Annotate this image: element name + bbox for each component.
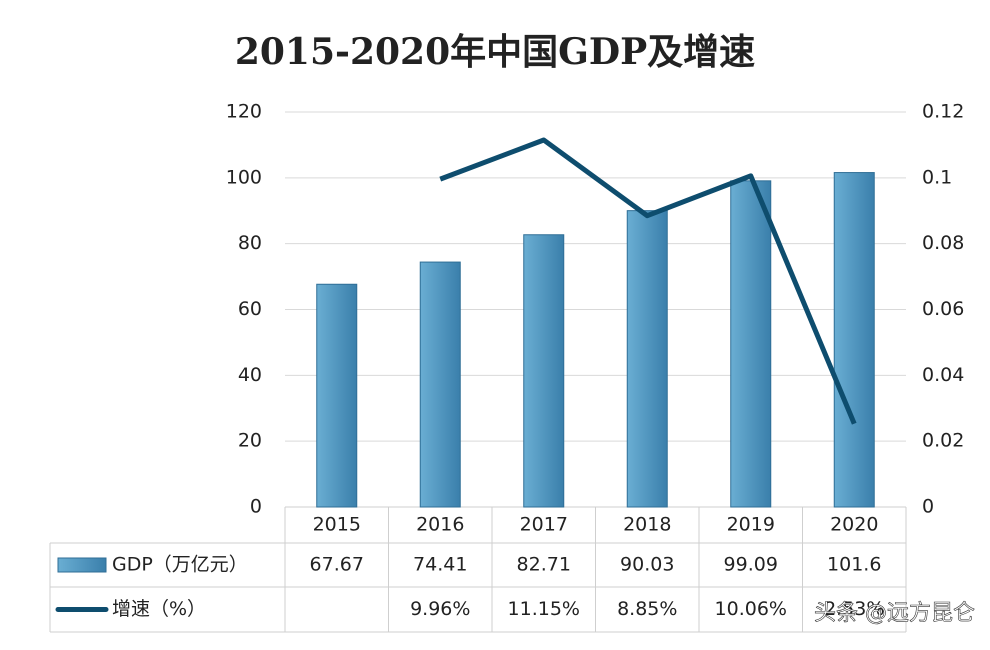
table-value: 10.06% [715, 598, 787, 620]
table-value: 90.03 [620, 554, 674, 576]
legend-label: GDP（万亿元） [112, 554, 248, 576]
y2-tick-label: 0.02 [922, 430, 964, 452]
x-tick-label: 2019 [727, 514, 775, 536]
table-value: 11.15% [508, 598, 580, 620]
x-tick-label: 2020 [830, 514, 878, 536]
table-value: 8.85% [617, 598, 677, 620]
y-tick-label: 60 [238, 298, 262, 320]
table-value: 67.67 [310, 554, 364, 576]
y2-tick-label: 0.06 [922, 298, 964, 320]
table-value: 99.09 [724, 554, 778, 576]
x-tick-label: 2015 [313, 514, 361, 536]
table-value: 74.41 [413, 554, 467, 576]
y2-tick-label: 0.08 [922, 232, 964, 254]
table-value: 2.53% [824, 598, 884, 620]
y2-tick-label: 0 [922, 496, 934, 518]
y-tick-label: 40 [238, 364, 262, 386]
y-tick-label: 100 [226, 166, 262, 188]
y-tick-label: 0 [250, 496, 262, 518]
y-tick-label: 20 [238, 430, 262, 452]
bar [523, 234, 565, 508]
y2-tick-label: 0.04 [922, 364, 964, 386]
bar [316, 283, 358, 508]
x-tick-label: 2018 [623, 514, 671, 536]
y2-tick-label: 0.12 [922, 101, 964, 123]
table-value: 9.96% [410, 598, 470, 620]
y2-tick-label: 0.1 [922, 166, 952, 188]
x-tick-label: 2016 [416, 514, 464, 536]
table-value: 101.6 [827, 554, 881, 576]
bar [419, 261, 461, 508]
legend-icon [57, 557, 107, 573]
bar [833, 172, 875, 508]
watermark: 头条 @远方昆仑 [814, 601, 975, 626]
chart-title: 2015-2020年中国GDP及增速 [235, 31, 755, 73]
line [439, 137, 857, 425]
y-tick-label: 120 [226, 101, 262, 123]
y-tick-label: 80 [238, 232, 262, 254]
bar [730, 180, 772, 508]
legend-label: 增速（%） [112, 598, 206, 620]
table-value: 82.71 [517, 554, 571, 576]
bar [626, 210, 668, 508]
x-tick-label: 2017 [520, 514, 568, 536]
